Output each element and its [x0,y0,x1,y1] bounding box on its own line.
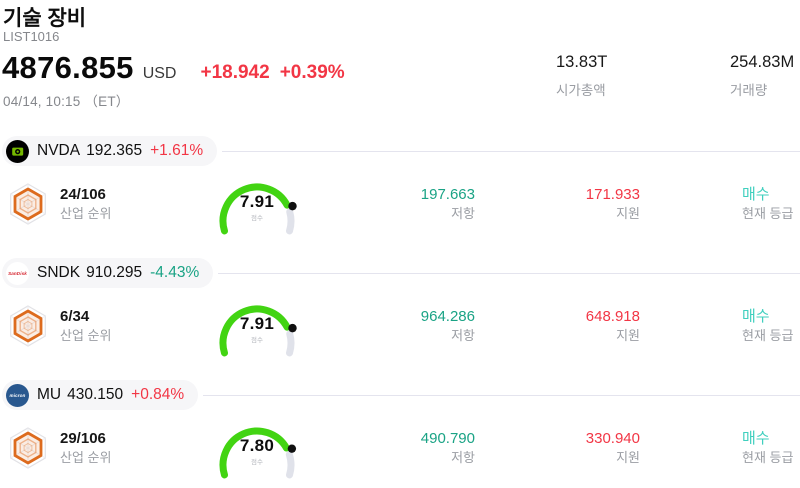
support-label: 지원 [616,206,640,221]
rating-value: 매수 [742,186,770,203]
resistance-value: 964.286 [420,308,475,325]
stock-pill-sndk[interactable]: SanDisk SNDK 910.295 -4.43% [2,258,214,288]
sandisk-logo-text: SanDisk [8,270,27,276]
industry-radar-icon [6,426,50,470]
support-col: 171.933 지원 [530,186,640,222]
industry-rank-label: 산업 순위 [60,328,112,343]
industry-rank-label: 산업 순위 [60,206,112,221]
support-value: 648.918 [585,308,640,325]
rating-label: 현재 등급 [742,328,794,343]
support-value: 171.933 [585,186,640,203]
sandisk-logo-icon: SanDisk [6,261,29,285]
micron-logo-text: micron [9,392,26,398]
rating-label: 현재 등급 [742,450,794,465]
index-change: +18.942 +0.39% [200,62,344,84]
stock-change-pct: +1.61% [150,142,204,159]
ticker-symbol: MU [37,386,62,403]
industry-rank-value: 24/106 [60,186,106,203]
currency-label: USD [142,65,177,82]
stock-change-pct: -4.43% [150,264,200,281]
industry-rank: 29/106 산업 순위 [60,430,111,466]
stock-pill-row: micron MU 430.150 +0.84% [2,380,800,410]
divider-line [203,394,800,396]
support-col: 330.940 지원 [530,430,640,466]
list-id: LIST1016 [3,29,60,44]
resistance-col: 964.286 저항 [365,308,475,344]
ticker-symbol: NVDA [37,142,81,159]
index-change-abs: +18.942 [200,62,270,83]
page-title: 기술 장비 [3,7,87,30]
support-col: 648.918 지원 [530,308,640,344]
index-price: 4876.855 [2,50,134,85]
stock-section-nvda: NVDA 192.365 +1.61% 24/106 산업 순위 7.91 [0,136,800,258]
resistance-label: 저항 [451,206,475,221]
divider-line [222,150,800,152]
industry-rank: 24/106 산업 순위 [60,186,111,222]
score-caption: 점수 [251,337,263,344]
industry-rank-value: 6/34 [60,308,90,325]
resistance-col: 490.790 저항 [365,430,475,466]
resistance-label: 저항 [451,450,475,465]
score-gauge: 7.91 점수 [212,299,302,357]
volume-stat: 254.83M 거래량 [730,53,794,99]
stock-pill-nvda[interactable]: NVDA 192.365 +1.61% [2,136,218,166]
rating-value: 매수 [742,308,770,325]
rating-col: 매수 현재 등급 [742,308,793,344]
score-value: 7.91 [239,192,275,211]
index-change-pct: +0.39% [279,62,345,83]
stock-section-mu: micron MU 430.150 +0.84% 29/106 산업 순위 [0,380,800,488]
rating-col: 매수 현재 등급 [742,186,793,222]
ticker-symbol: SNDK [37,264,81,281]
quote-datetime: 04/14, 10:15 （ET） [3,94,130,109]
score-value: 7.80 [239,436,275,455]
stock-price: 192.365 [86,142,143,159]
resistance-col: 197.663 저항 [365,186,475,222]
industry-rank-label: 산업 순위 [60,450,112,465]
stock-section-sndk: SanDisk SNDK 910.295 -4.43% 6/34 산업 순위 [0,258,800,380]
market-cap-stat: 13.83T 시가총액 [556,53,607,99]
divider-line [218,272,800,274]
score-value: 7.91 [239,314,275,333]
stock-price: 910.295 [86,264,143,281]
industry-radar-icon [6,182,50,226]
rating-label: 현재 등급 [742,206,794,221]
volume-value: 254.83M [730,53,795,71]
resistance-value: 490.790 [420,430,475,447]
volume-label: 거래량 [730,83,768,98]
micron-logo-icon: micron [6,383,29,407]
industry-rank-value: 29/106 [60,430,106,447]
score-caption: 점수 [251,459,263,466]
resistance-value: 197.663 [420,186,475,203]
score-caption: 점수 [251,215,263,222]
support-label: 지원 [616,450,640,465]
score-gauge: 7.91 점수 [212,177,302,235]
market-cap-label: 시가총액 [556,83,606,98]
industry-radar-icon [6,304,50,348]
score-gauge: 7.80 점수 [212,421,302,479]
resistance-label: 저항 [451,328,475,343]
stock-pill-row: SanDisk SNDK 910.295 -4.43% [2,258,800,288]
industry-rank: 6/34 산업 순위 [60,308,111,344]
nvidia-logo-icon [6,139,29,163]
market-cap-value: 13.83T [556,53,608,71]
support-label: 지원 [616,328,640,343]
rating-col: 매수 현재 등급 [742,430,793,466]
stock-price: 430.150 [67,386,124,403]
stock-pill-mu[interactable]: micron MU 430.150 +0.84% [2,380,199,410]
stock-pill-row: NVDA 192.365 +1.61% [2,136,800,166]
stock-change-pct: +0.84% [131,386,185,403]
rating-value: 매수 [742,430,770,447]
index-price-row: 4876.855 USD +18.942 +0.39% [2,50,345,86]
support-value: 330.940 [585,430,640,447]
